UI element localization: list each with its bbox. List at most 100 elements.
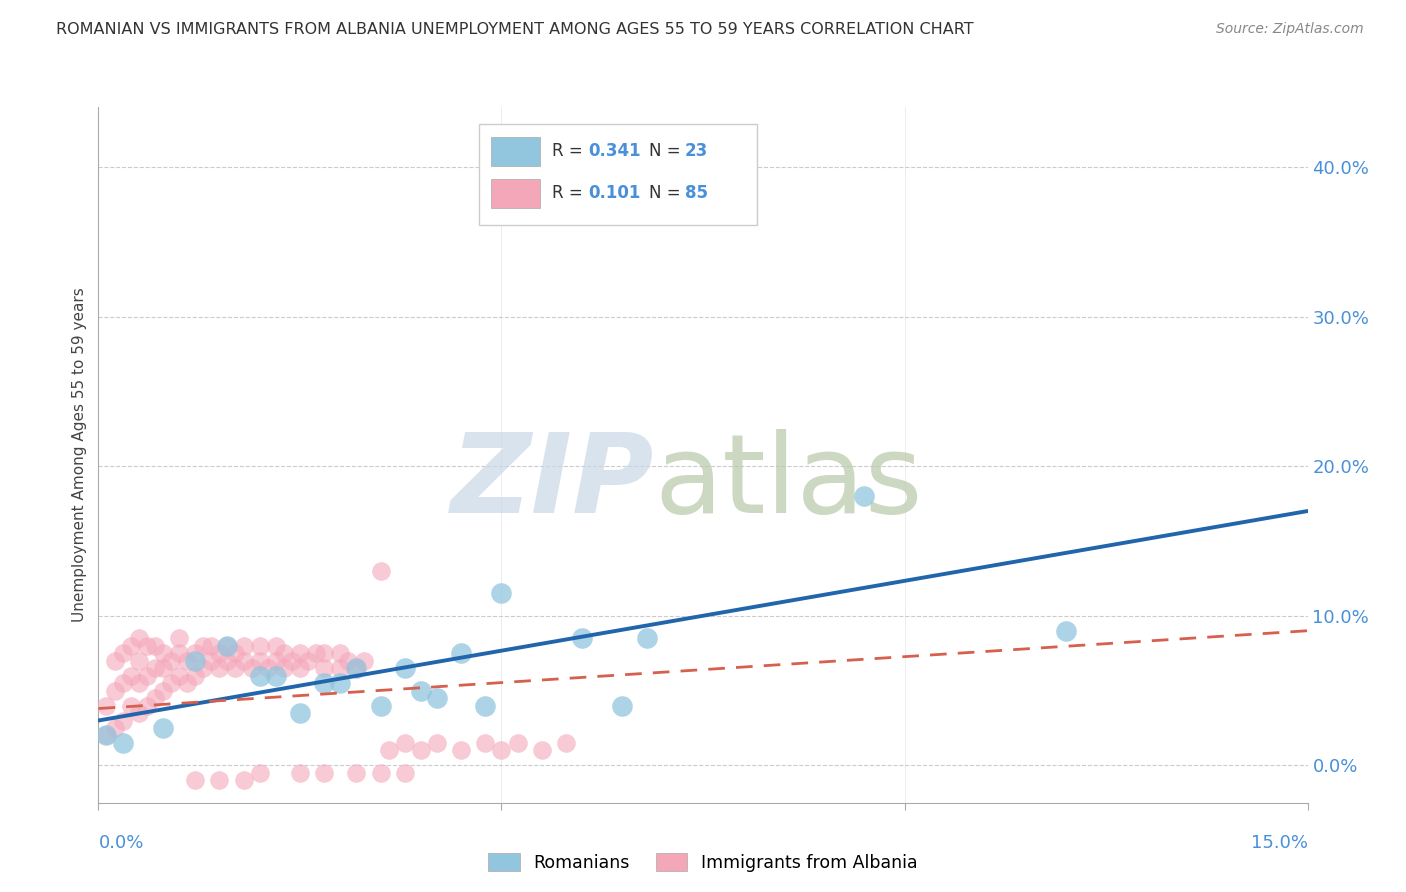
Point xyxy=(224,661,246,675)
Point xyxy=(314,646,336,660)
Point xyxy=(288,706,311,720)
Point xyxy=(103,721,125,735)
Point xyxy=(217,639,239,653)
Point xyxy=(353,654,375,668)
Point xyxy=(314,661,336,675)
Point xyxy=(217,639,239,653)
Point xyxy=(344,661,367,675)
Point xyxy=(273,646,295,660)
Point xyxy=(111,714,134,728)
Point xyxy=(370,765,392,780)
Text: 15.0%: 15.0% xyxy=(1250,834,1308,852)
Point xyxy=(120,639,142,653)
Point xyxy=(612,698,634,713)
Point xyxy=(314,765,336,780)
Point xyxy=(506,736,529,750)
Point xyxy=(450,743,472,757)
Point xyxy=(120,698,142,713)
Point xyxy=(344,765,367,780)
Point xyxy=(249,654,271,668)
Point xyxy=(135,639,157,653)
Point xyxy=(297,654,319,668)
Point xyxy=(167,646,190,660)
Point xyxy=(409,683,432,698)
Text: 0.101: 0.101 xyxy=(588,184,641,202)
Point xyxy=(329,676,352,690)
Point xyxy=(135,668,157,682)
Point xyxy=(344,661,367,675)
Point xyxy=(111,646,134,660)
Point xyxy=(232,654,254,668)
Point xyxy=(128,654,150,668)
Point xyxy=(636,631,658,645)
Text: 0.341: 0.341 xyxy=(588,142,641,160)
Point xyxy=(160,676,183,690)
Point xyxy=(853,489,876,503)
Text: R =: R = xyxy=(553,184,588,202)
Point xyxy=(571,631,593,645)
Y-axis label: Unemployment Among Ages 55 to 59 years: Unemployment Among Ages 55 to 59 years xyxy=(72,287,87,623)
Point xyxy=(314,676,336,690)
Point xyxy=(128,706,150,720)
Point xyxy=(474,698,496,713)
Point xyxy=(370,564,392,578)
Point xyxy=(167,631,190,645)
Point xyxy=(273,661,295,675)
Point xyxy=(555,736,578,750)
FancyBboxPatch shape xyxy=(492,178,540,208)
FancyBboxPatch shape xyxy=(492,137,540,166)
Text: R =: R = xyxy=(553,142,588,160)
Point xyxy=(491,586,513,600)
Point xyxy=(152,683,174,698)
Point xyxy=(409,743,432,757)
Text: N =: N = xyxy=(648,142,686,160)
Text: ZIP: ZIP xyxy=(451,429,655,536)
Text: ROMANIAN VS IMMIGRANTS FROM ALBANIA UNEMPLOYMENT AMONG AGES 55 TO 59 YEARS CORRE: ROMANIAN VS IMMIGRANTS FROM ALBANIA UNEM… xyxy=(56,22,974,37)
Point xyxy=(288,765,311,780)
Point xyxy=(200,654,222,668)
Point xyxy=(120,668,142,682)
Point xyxy=(143,639,166,653)
Point xyxy=(176,676,198,690)
FancyBboxPatch shape xyxy=(479,124,758,226)
Point xyxy=(96,729,118,743)
Point xyxy=(232,639,254,653)
Point xyxy=(128,676,150,690)
Point xyxy=(256,661,278,675)
Point xyxy=(224,646,246,660)
Point xyxy=(491,743,513,757)
Point xyxy=(193,639,215,653)
Text: 0.0%: 0.0% xyxy=(98,834,143,852)
Point xyxy=(128,631,150,645)
Point xyxy=(152,721,174,735)
Point xyxy=(249,765,271,780)
Point xyxy=(232,773,254,788)
Point xyxy=(135,698,157,713)
Point xyxy=(184,646,207,660)
Point xyxy=(208,646,231,660)
Point xyxy=(1054,624,1077,638)
Text: Source: ZipAtlas.com: Source: ZipAtlas.com xyxy=(1216,22,1364,37)
Point xyxy=(96,698,118,713)
Point xyxy=(184,773,207,788)
Text: 23: 23 xyxy=(685,142,709,160)
Point xyxy=(474,736,496,750)
Point xyxy=(217,654,239,668)
Point xyxy=(103,654,125,668)
Point xyxy=(249,668,271,682)
Point xyxy=(143,661,166,675)
Point xyxy=(152,646,174,660)
Point xyxy=(249,639,271,653)
Point xyxy=(208,661,231,675)
Point xyxy=(264,668,287,682)
Point xyxy=(111,676,134,690)
Point xyxy=(394,736,416,750)
Point xyxy=(288,661,311,675)
Point xyxy=(103,683,125,698)
Point xyxy=(337,654,360,668)
Point xyxy=(450,646,472,660)
Point xyxy=(167,668,190,682)
Point xyxy=(193,661,215,675)
Point xyxy=(152,661,174,675)
Point xyxy=(184,654,207,668)
